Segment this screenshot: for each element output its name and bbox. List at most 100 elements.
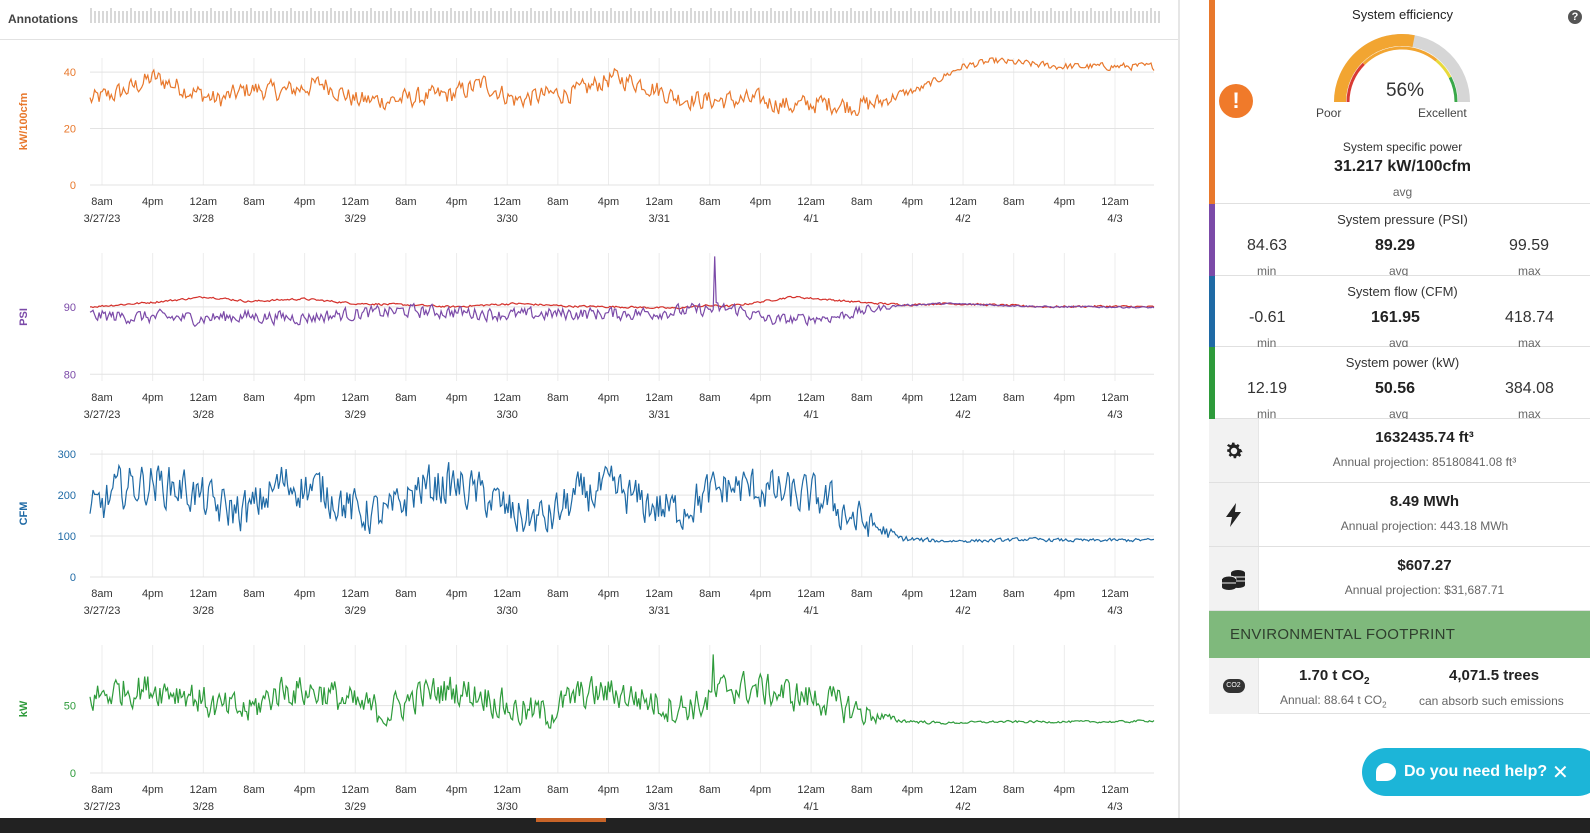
x-tick-time: 4pm <box>1054 784 1075 796</box>
chart-power: 0 50 kW 8am 3/27/23 4pm 12am 3/28 8am 4pm 12am 3/29… <box>18 645 1154 813</box>
x-tick-time: 12am <box>797 784 825 796</box>
panel-divider <box>1178 0 1180 822</box>
x-tick-time: 12am <box>341 784 369 796</box>
x-tick-time: 4pm <box>598 392 619 404</box>
question-icon[interactable]: ? <box>1568 10 1582 24</box>
gear-icon-box <box>1209 419 1259 482</box>
x-tick-time: 8am <box>1003 196 1024 208</box>
y-tick-label: 20 <box>64 124 76 136</box>
metrics-panel: System efficiency 56% Poor Excellent ! ?… <box>1209 0 1590 822</box>
y-axis-label: kW <box>18 700 30 717</box>
x-tick-time: 4pm <box>294 784 315 796</box>
pressure-min: 84.63 <box>1247 237 1287 255</box>
gauge-low-label: Poor <box>1316 106 1341 120</box>
x-tick-time: 4pm <box>750 392 771 404</box>
x-tick-time: 4pm <box>446 196 467 208</box>
x-tick-date: 3/29 <box>345 605 366 617</box>
x-tick-time: 12am <box>190 588 218 600</box>
x-tick-time: 12am <box>493 588 521 600</box>
help-chat-button[interactable]: Do you need help? ✕ <box>1362 748 1590 796</box>
x-tick-time: 4pm <box>598 588 619 600</box>
co2-cloud-icon: CO2 <box>1223 679 1245 693</box>
x-tick-time: 4pm <box>598 196 619 208</box>
trees-value: 4,071.5 trees <box>1449 667 1539 684</box>
energy-projection: Annual projection: 443.18 MWh <box>1259 519 1590 533</box>
x-tick-date: 4/2 <box>955 213 970 225</box>
x-tick-date: 3/27/23 <box>84 605 121 617</box>
x-tick-time: 12am <box>949 588 977 600</box>
x-tick-date: 4/1 <box>803 605 818 617</box>
series-line-power <box>90 654 1154 728</box>
coins-icon <box>1221 567 1247 591</box>
co2-annual-subscript: 2 <box>1382 700 1386 709</box>
x-tick-time: 8am <box>699 392 720 404</box>
x-tick-time: 8am <box>395 392 416 404</box>
specific-power-title: System specific power <box>1215 140 1590 154</box>
y-tick-label: 100 <box>58 531 76 543</box>
x-tick-time: 12am <box>493 392 521 404</box>
x-tick-time: 8am <box>1003 392 1024 404</box>
gear-icon <box>1223 440 1245 462</box>
x-tick-time: 8am <box>851 196 872 208</box>
co2-value-text: 1.70 t CO <box>1299 667 1364 684</box>
pressure-card: System pressure (PSI) 84.63 89.29 99.59 … <box>1215 204 1590 276</box>
x-tick-time: 4pm <box>1054 392 1075 404</box>
x-tick-date: 3/28 <box>193 801 214 813</box>
series-line-specific-power <box>90 58 1154 115</box>
specific-power-value: 31.217 kW/100cfm <box>1215 158 1590 176</box>
annotations-label: Annotations <box>8 12 78 26</box>
x-tick-time: 4pm <box>750 196 771 208</box>
x-tick-time: 4pm <box>294 196 315 208</box>
x-tick-date: 4/2 <box>955 409 970 421</box>
x-tick-date: 4/2 <box>955 801 970 813</box>
lightning-icon <box>1225 503 1243 527</box>
help-label: Do you need help? <box>1404 763 1547 781</box>
x-tick-time: 8am <box>91 588 112 600</box>
x-tick-time: 8am <box>243 784 264 796</box>
x-tick-date: 3/31 <box>648 801 669 813</box>
x-tick-date: 4/3 <box>1107 409 1122 421</box>
x-tick-time: 12am <box>1101 392 1129 404</box>
x-tick-time: 12am <box>341 588 369 600</box>
x-tick-time: 12am <box>493 196 521 208</box>
x-tick-time: 12am <box>797 588 825 600</box>
x-tick-time: 4pm <box>902 784 923 796</box>
y-tick-label: 200 <box>58 490 76 502</box>
efficiency-gauge <box>1215 0 1590 130</box>
x-tick-date: 3/31 <box>648 409 669 421</box>
x-tick-time: 12am <box>797 196 825 208</box>
flow-title: System flow (CFM) <box>1215 284 1590 299</box>
y-tick-label: 0 <box>70 180 76 192</box>
x-tick-time: 4pm <box>750 784 771 796</box>
exclamation-icon[interactable]: ! <box>1219 84 1253 118</box>
x-tick-time: 8am <box>851 588 872 600</box>
x-tick-time: 8am <box>547 196 568 208</box>
x-tick-date: 3/27/23 <box>84 801 121 813</box>
x-tick-date: 3/30 <box>496 801 517 813</box>
x-tick-time: 8am <box>851 784 872 796</box>
x-tick-date: 4/2 <box>955 605 970 617</box>
x-tick-time: 8am <box>395 784 416 796</box>
x-tick-time: 12am <box>190 196 218 208</box>
x-tick-date: 4/1 <box>803 213 818 225</box>
annotations-bar[interactable]: Annotations <box>0 0 1180 40</box>
x-tick-time: 8am <box>1003 588 1024 600</box>
x-tick-time: 12am <box>645 392 673 404</box>
flow-max: 418.74 <box>1505 309 1554 327</box>
x-tick-time: 8am <box>699 784 720 796</box>
efficiency-card: System efficiency 56% Poor Excellent ! ?… <box>1215 0 1590 204</box>
annotations-timeline-ticks[interactable] <box>90 8 1160 24</box>
x-tick-date: 4/3 <box>1107 213 1122 225</box>
y-tick-label: 300 <box>58 449 76 461</box>
x-tick-time: 8am <box>395 196 416 208</box>
co2-value: 1.70 t CO2 <box>1299 667 1370 687</box>
chart-pressure: 80 90 PSI 8am 3/27/23 4pm 12am 3/28 8am 4pm 12am 3/… <box>18 253 1154 421</box>
flow-min: -0.61 <box>1249 309 1285 327</box>
close-icon[interactable]: ✕ <box>1552 760 1569 785</box>
power-max: 384.08 <box>1505 380 1554 398</box>
co2-annual-text: Annual: 88.64 t CO <box>1280 693 1382 707</box>
x-tick-time: 8am <box>243 392 264 404</box>
x-tick-date: 3/31 <box>648 605 669 617</box>
x-tick-time: 4pm <box>902 196 923 208</box>
x-tick-time: 8am <box>699 588 720 600</box>
